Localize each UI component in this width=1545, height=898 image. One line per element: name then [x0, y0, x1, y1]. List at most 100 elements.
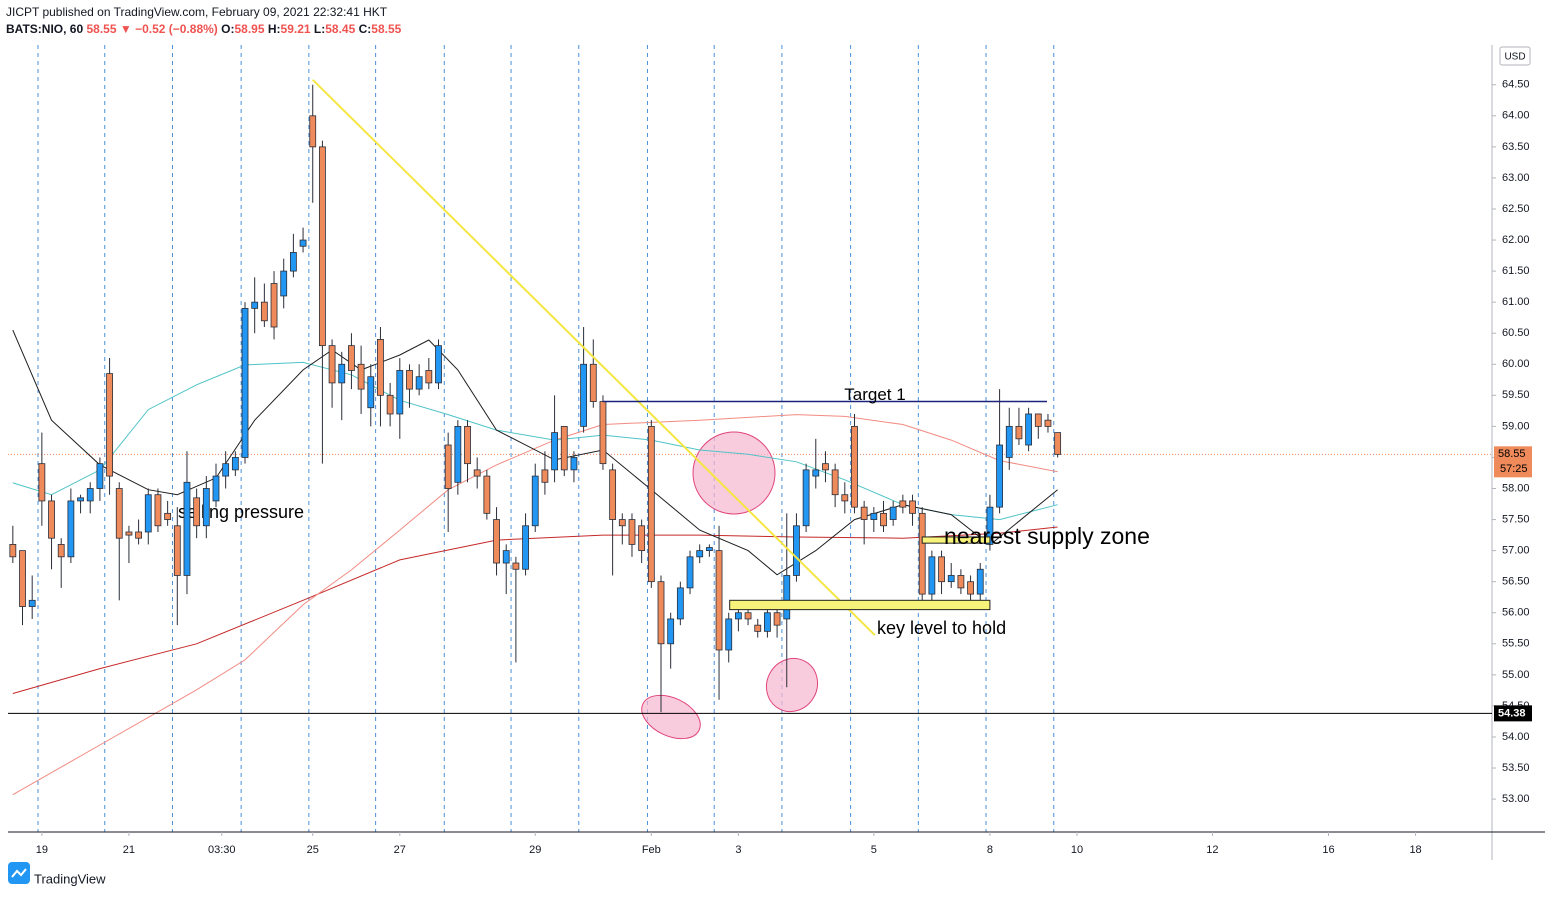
- x-tick-label: 10: [1071, 844, 1083, 856]
- y-tick-label: 56.50: [1502, 576, 1530, 588]
- header-line-2: BATS:NIO, 60 58.55 ▼ −0.52 (−0.88%) O:58…: [6, 22, 401, 36]
- y-tick-label: 62.00: [1502, 234, 1530, 246]
- y-tick-label: 60.00: [1502, 358, 1530, 370]
- candle-body: [231, 457, 239, 471]
- candle-body: [193, 497, 201, 527]
- candle-body: [386, 394, 394, 415]
- candle-body: [348, 345, 355, 371]
- candle-body: [135, 531, 142, 539]
- candle-body: [473, 469, 481, 477]
- candle-body: [715, 550, 723, 651]
- candle-body: [144, 494, 152, 533]
- candle-body: [338, 363, 346, 384]
- candle-body: [212, 475, 220, 502]
- y-tick-label: 64.00: [1502, 110, 1530, 122]
- candle-body: [754, 624, 762, 632]
- candle-body: [793, 525, 800, 576]
- x-tick-label: 12: [1206, 844, 1218, 856]
- x-tick-label: 8: [987, 844, 993, 856]
- currency: USD: [1504, 52, 1525, 63]
- candle-body: [647, 425, 655, 583]
- candle-body: [86, 488, 94, 502]
- low: 58.45: [325, 22, 356, 36]
- candle-body: [705, 547, 713, 552]
- candle-body: [725, 618, 733, 651]
- candle-body: [822, 463, 829, 471]
- candle-body: [270, 283, 278, 328]
- candle-body: [1044, 419, 1052, 427]
- candle-body: [173, 525, 181, 576]
- last: 58.55: [86, 22, 117, 36]
- x-tick-label: 29: [529, 844, 541, 856]
- arrow: ▼: [119, 22, 132, 36]
- candle-body: [986, 506, 994, 545]
- candle-body: [38, 463, 46, 502]
- candle-body: [957, 575, 965, 589]
- candle-body: [125, 531, 133, 536]
- candle-body: [676, 587, 684, 620]
- candle-body: [77, 497, 84, 502]
- trendline: [312, 79, 876, 636]
- x-tick-label: 5: [871, 844, 877, 856]
- candle-body: [19, 550, 26, 607]
- candle-body: [976, 568, 984, 595]
- candle-body: [899, 500, 907, 508]
- annotation: Target 1: [844, 385, 905, 404]
- candle-body: [657, 581, 665, 645]
- candle-body: [299, 239, 307, 247]
- candle-body: [464, 425, 471, 465]
- candle-body: [164, 512, 172, 520]
- candle-body: [851, 425, 858, 508]
- candle-body: [435, 345, 442, 384]
- candle-body: [512, 562, 520, 570]
- candle-body: [309, 115, 317, 148]
- candle-body: [1025, 413, 1033, 446]
- annotation: key level to hold: [877, 618, 1006, 638]
- candle-body: [841, 494, 849, 502]
- candle-body: [251, 301, 259, 309]
- y-tick-label: 53.00: [1502, 793, 1530, 805]
- y-tick-label: 59.00: [1502, 420, 1530, 432]
- level-label-box: [1494, 705, 1532, 722]
- moving-average: [12, 361, 1058, 521]
- moving-average: [12, 414, 1058, 796]
- candle-body: [406, 370, 413, 390]
- x-tick-label: 21: [123, 844, 135, 856]
- highlight-circle: [692, 431, 776, 515]
- y-tick-label: 63.50: [1502, 141, 1530, 153]
- candle-body: [319, 146, 326, 347]
- candle-body: [222, 463, 230, 477]
- x-tick-label: 25: [307, 844, 319, 856]
- candle-body: [860, 506, 868, 520]
- candle-body: [28, 599, 36, 607]
- y-tick-label: 57.50: [1502, 513, 1530, 525]
- candle-body: [773, 612, 781, 626]
- candle-body: [947, 575, 955, 583]
- candle-body: [396, 370, 404, 415]
- candle-body: [280, 270, 288, 297]
- h-label: H:: [267, 22, 281, 36]
- c-label: C:: [358, 22, 372, 36]
- o-label: O:: [221, 22, 235, 36]
- change: −0.52 (−0.88%): [135, 22, 218, 36]
- candle-body: [9, 544, 17, 558]
- brand: TradingView: [34, 871, 106, 886]
- candle-body: [522, 525, 529, 570]
- candle-body: [289, 252, 297, 272]
- y-tick-label: 63.00: [1502, 172, 1530, 184]
- currency-box: [1499, 46, 1531, 66]
- candle-body: [1005, 425, 1013, 458]
- candle-body: [357, 363, 365, 390]
- candle-body: [154, 494, 162, 527]
- candle-body: [183, 481, 191, 576]
- y-tick-label: 62.50: [1502, 203, 1530, 215]
- candle-body: [202, 488, 210, 527]
- y-tick-label: 61.00: [1502, 296, 1530, 308]
- candle-body: [638, 525, 646, 552]
- candle-body: [531, 475, 539, 527]
- candle-body: [918, 512, 926, 595]
- candle-body: [67, 500, 75, 558]
- candle-body: [880, 512, 887, 527]
- highlight-circle: [641, 694, 701, 740]
